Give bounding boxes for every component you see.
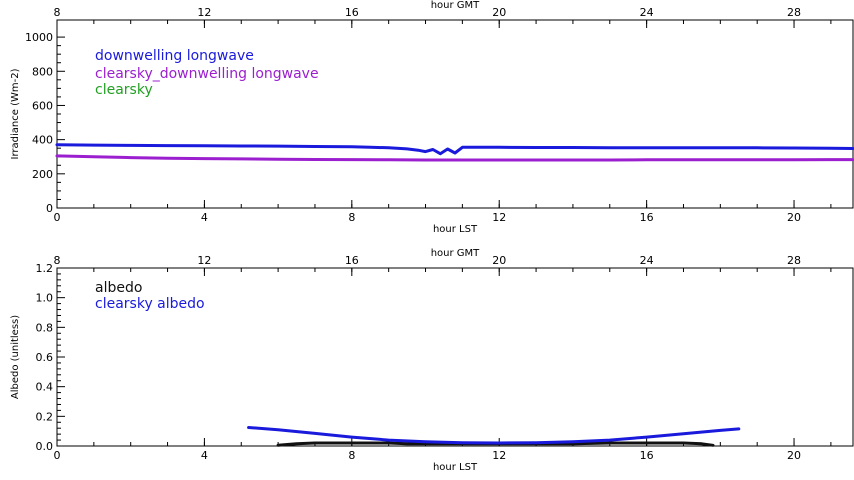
series-line-2 bbox=[55, 154, 854, 162]
x2-tick-label: 12 bbox=[197, 254, 211, 267]
y-tick-label: 0 bbox=[46, 202, 53, 215]
y-tick-label: 1000 bbox=[25, 31, 53, 44]
y-axis-title: Irradiance (Wm-2) bbox=[10, 68, 21, 159]
x-tick-label: 16 bbox=[640, 211, 654, 224]
x2-tick-label: 12 bbox=[197, 6, 211, 19]
x-tick-label: 16 bbox=[640, 449, 654, 462]
x-tick-label: 8 bbox=[348, 449, 355, 462]
x-tick-label: 20 bbox=[787, 449, 801, 462]
legend-entry-1: downwelling longwave bbox=[95, 48, 254, 64]
x2-axis-title: hour GMT bbox=[431, 0, 480, 11]
series-line-2 bbox=[247, 426, 741, 445]
x2-tick-label: 8 bbox=[54, 6, 61, 19]
x-tick-label: 12 bbox=[492, 449, 506, 462]
x-tick-label: 4 bbox=[201, 449, 208, 462]
y-tick-label: 800 bbox=[32, 65, 53, 78]
x2-tick-label: 16 bbox=[345, 254, 359, 267]
x2-tick-label: 20 bbox=[492, 6, 506, 19]
x-axis-title: hour LST bbox=[433, 224, 478, 235]
x2-tick-label: 24 bbox=[640, 254, 654, 267]
irradiance-panel: 0 4 8 12 16 20 8 12 16 20 24 28 0 200 400 600 800 1000 hou… bbox=[10, 0, 854, 235]
x-tick-label: 20 bbox=[787, 211, 801, 224]
y-tick-label: 1.0 bbox=[36, 292, 54, 305]
x-tick-label: 12 bbox=[492, 211, 506, 224]
x-axis-title: hour LST bbox=[433, 462, 478, 473]
x2-tick-label: 16 bbox=[345, 6, 359, 19]
series-line-1 bbox=[55, 143, 854, 156]
x-tick-label: 4 bbox=[201, 211, 208, 224]
y-tick-label: 1.2 bbox=[36, 262, 54, 275]
x-tick-label: 8 bbox=[348, 211, 355, 224]
x2-tick-label: 20 bbox=[492, 254, 506, 267]
x-tick-label: 0 bbox=[54, 211, 61, 224]
y-tick-label: 600 bbox=[32, 99, 53, 112]
y-tick-label: 0.8 bbox=[36, 321, 54, 334]
y-tick-label: 0.6 bbox=[36, 351, 54, 364]
plot-frame bbox=[56, 267, 854, 447]
albedo-panel: 0 4 8 12 16 20 8 12 16 20 24 28 0.0 0.2 0.4 0.6 0.8 1.0 1.… bbox=[10, 248, 854, 473]
x-tick-label: 0 bbox=[54, 449, 61, 462]
x2-tick-label: 24 bbox=[640, 6, 654, 19]
y-tick-label: 200 bbox=[32, 168, 53, 181]
x2-tick-label: 8 bbox=[54, 254, 61, 267]
y-tick-label: 400 bbox=[32, 134, 53, 147]
y-tick-label: 0.2 bbox=[36, 410, 54, 423]
x2-tick-label: 28 bbox=[787, 254, 801, 267]
y-tick-label: 0.0 bbox=[36, 440, 54, 453]
y-tick-label: 0.4 bbox=[36, 381, 54, 394]
legend-entry-2: clearsky_downwelling longwave bbox=[95, 66, 319, 82]
legend-entry-1: albedo bbox=[95, 280, 142, 296]
y-axis-title: Albedo (unitless) bbox=[10, 315, 21, 399]
x2-axis-title: hour GMT bbox=[431, 248, 480, 259]
x2-tick-label: 28 bbox=[787, 6, 801, 19]
legend-entry-3: clearsky bbox=[95, 82, 153, 98]
legend-entry-2: clearsky albedo bbox=[95, 296, 205, 312]
